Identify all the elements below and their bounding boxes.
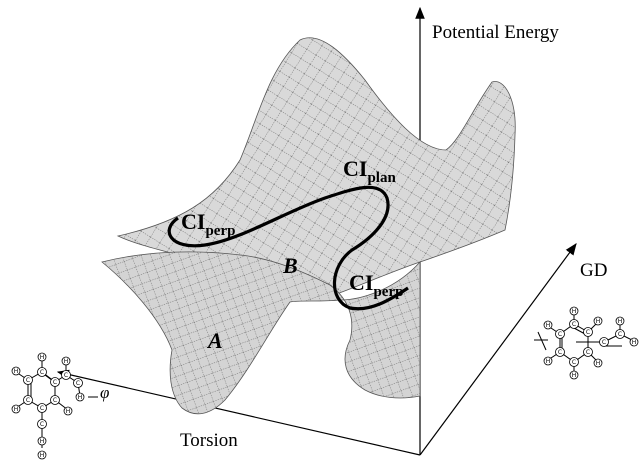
svg-text:H: H <box>78 394 83 401</box>
ci-perp-right-label: CIperp <box>349 270 403 300</box>
gd-axis <box>419 243 577 456</box>
molecule-left: CC CC CC CC C HH HH HH HH <box>11 352 98 460</box>
svg-text:C: C <box>572 321 576 328</box>
phi-symbol: φ <box>100 383 109 402</box>
svg-text:H: H <box>546 322 551 329</box>
svg-text:C: C <box>64 372 68 379</box>
ci-seam-curve <box>167 185 409 311</box>
region-a-label: A <box>206 328 223 353</box>
svg-text:H: H <box>618 318 623 325</box>
region-b-label: B <box>282 253 298 278</box>
torsion-axis <box>56 369 421 456</box>
svg-text:C: C <box>40 421 44 428</box>
svg-text:C: C <box>602 339 606 346</box>
torsion-label: Torsion <box>180 430 238 451</box>
svg-text:H: H <box>572 372 577 379</box>
svg-text:C: C <box>40 369 44 376</box>
ci-perp-left-label: CIperp <box>181 209 235 239</box>
ci-plan-label: CIplan <box>343 156 396 186</box>
svg-text:H: H <box>40 452 45 459</box>
svg-text:C: C <box>26 377 30 384</box>
svg-text:H: H <box>596 318 601 325</box>
svg-text:H: H <box>40 438 45 445</box>
svg-text:C: C <box>586 349 590 356</box>
svg-text:C: C <box>40 405 44 412</box>
gd-label: GD <box>580 260 607 281</box>
svg-text:H: H <box>66 408 71 415</box>
lower-surface-sheet <box>101 251 421 415</box>
svg-text:H: H <box>572 308 577 315</box>
svg-text:H: H <box>14 368 19 375</box>
svg-text:C: C <box>586 329 590 336</box>
svg-text:H: H <box>64 358 69 365</box>
svg-text:C: C <box>53 397 57 404</box>
svg-text:C: C <box>558 349 562 356</box>
svg-text:C: C <box>618 331 622 338</box>
svg-text:H: H <box>14 406 19 413</box>
svg-text:C: C <box>572 359 576 366</box>
svg-text:H: H <box>40 354 45 361</box>
svg-text:C: C <box>26 397 30 404</box>
svg-text:H: H <box>546 358 551 365</box>
svg-text:C: C <box>53 379 57 386</box>
molecule-right: C C C C C C C C H H H H H H H H <box>534 306 639 380</box>
svg-text:H: H <box>632 339 637 346</box>
svg-text:C: C <box>558 331 562 338</box>
svg-text:C: C <box>76 380 80 387</box>
potential-energy-label: Potential Energy <box>432 22 559 43</box>
svg-text:H: H <box>596 360 601 367</box>
